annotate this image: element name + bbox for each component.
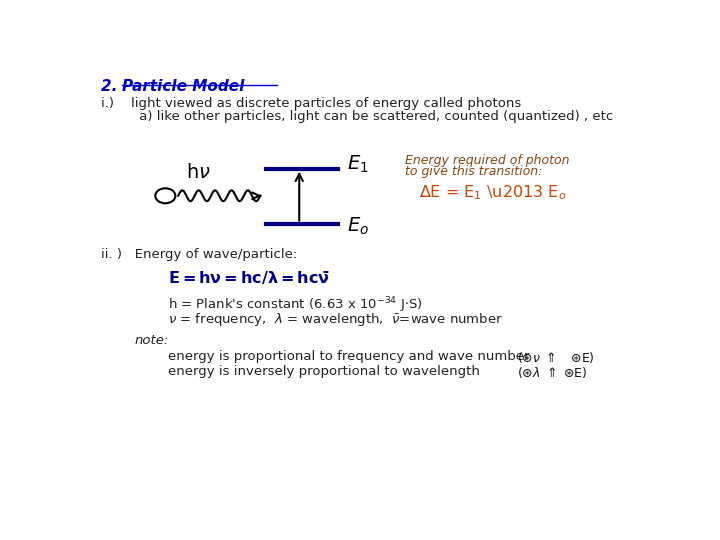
Text: $E_o$: $E_o$ (347, 215, 369, 237)
Text: energy is inversely proportional to wavelength: energy is inversely proportional to wave… (168, 365, 480, 378)
Text: Particle Model: Particle Model (122, 79, 244, 94)
Text: 2.: 2. (101, 79, 123, 94)
Text: a) like other particles, light can be scattered, counted (quantized) , etc: a) like other particles, light can be sc… (101, 110, 613, 123)
Text: ($\circledast\nu$ $\Uparrow$   $\circledast$E): ($\circledast\nu$ $\Uparrow$ $\circledas… (517, 350, 595, 366)
Text: $\nu$ = frequency,  $\lambda$ = wavelength,  $\bar{\nu}$=wave number: $\nu$ = frequency, $\lambda$ = wavelengt… (168, 311, 503, 328)
Text: ($\circledast\lambda$ $\Uparrow$ $\circledast$E): ($\circledast\lambda$ $\Uparrow$ $\circl… (517, 365, 587, 380)
Text: h$\nu$: h$\nu$ (186, 163, 211, 182)
Text: energy is proportional to frequency and wave number: energy is proportional to frequency and … (168, 350, 530, 363)
Text: note:: note: (135, 334, 169, 347)
Text: Energy required of photon: Energy required of photon (405, 154, 570, 167)
Text: $E_1$: $E_1$ (347, 154, 369, 176)
Text: $\mathbf{E = h\nu = hc/\lambda = hc\bar{\nu}}$: $\mathbf{E = h\nu = hc/\lambda = hc\bar{… (168, 269, 330, 287)
Text: to give this transition:: to give this transition: (405, 165, 543, 178)
Text: h = Plank's constant (6.63 x 10$^{-34}$ J$\cdot$S): h = Plank's constant (6.63 x 10$^{-34}$ … (168, 295, 423, 315)
Text: $\Delta$E = E$_1$ \u2013 E$_o$: $\Delta$E = E$_1$ \u2013 E$_o$ (419, 183, 567, 202)
Text: ii. )   Energy of wave/particle:: ii. ) Energy of wave/particle: (101, 248, 297, 261)
Text: i.)    light viewed as discrete particles of energy called photons: i.) light viewed as discrete particles o… (101, 97, 521, 110)
